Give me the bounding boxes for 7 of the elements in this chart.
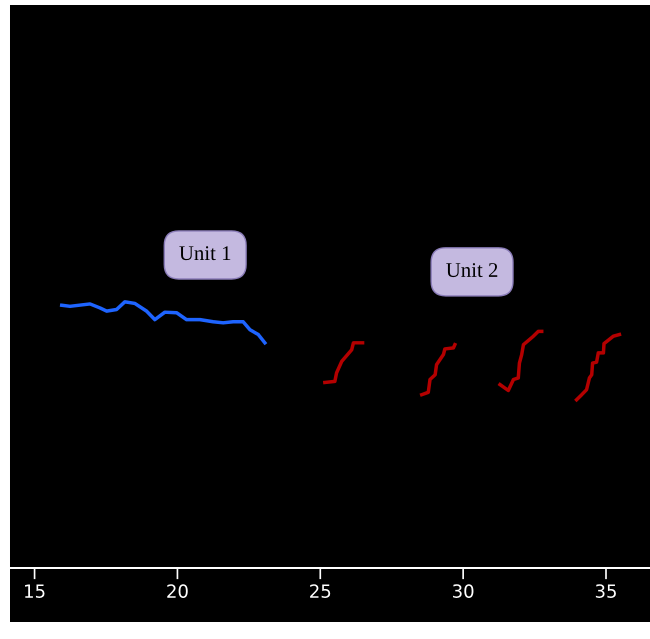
x-tick-label: 20 — [167, 584, 188, 598]
x-tick-label: 35 — [596, 584, 616, 598]
x-tick-label: 15 — [25, 584, 44, 598]
text: Unit 1 — [179, 246, 230, 260]
x-tick-label: 30 — [453, 584, 474, 598]
x-tick-label: 25 — [310, 584, 330, 598]
text: Unit 2 — [446, 263, 498, 278]
